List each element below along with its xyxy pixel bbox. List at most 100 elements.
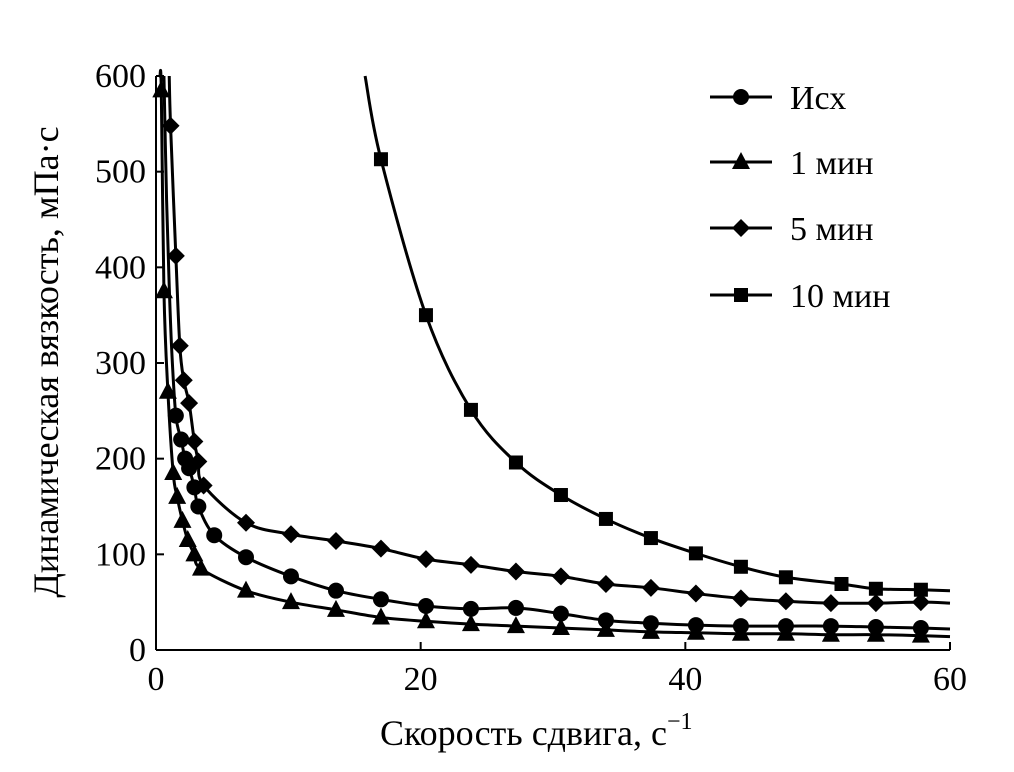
series-5-min-point	[641, 578, 660, 597]
series-1-min-point	[152, 80, 171, 98]
series-5-min-point	[416, 550, 435, 569]
series-ish-point	[167, 407, 184, 424]
legend: Исх 1 мин 5 мин 10 мин	[710, 80, 890, 315]
series-5-min-point	[170, 336, 189, 355]
series-1-min-point	[551, 617, 570, 635]
series-5-min-point	[189, 452, 208, 471]
series-1-min-point	[371, 607, 390, 625]
series-5-min-point	[731, 589, 750, 608]
series-5-min-point	[461, 555, 480, 574]
series-1-min-point	[164, 463, 183, 481]
series-5-min-point	[596, 574, 615, 593]
series-10-min-point	[868, 581, 883, 596]
legend-marker-triangle	[732, 152, 750, 169]
legend-label: 1 мин	[790, 145, 873, 182]
series-10-min-point	[598, 511, 613, 526]
series-1-min-point	[158, 381, 177, 399]
series-ish-point	[462, 600, 479, 617]
series-1-min-point	[236, 580, 255, 598]
series-1-min-point	[731, 623, 750, 641]
series-ish-point	[507, 599, 524, 616]
series-1-min-point	[911, 625, 930, 643]
series-10-min-line	[363, 75, 951, 593]
y-tick-label: 600	[95, 58, 146, 95]
legend-marker-square	[734, 288, 748, 302]
series-10-min-point	[643, 531, 658, 546]
x-axis-title-superscript: −1	[667, 709, 693, 735]
legend-marker-circle	[733, 89, 749, 105]
series-5-min-point	[236, 513, 255, 532]
series-markers	[152, 80, 930, 643]
series-1-min-point	[776, 623, 795, 641]
series-10-min-point	[373, 152, 388, 167]
legend-marker-diamond	[732, 219, 750, 237]
series-ish-point	[173, 431, 190, 448]
series-1-min-line	[158, 69, 951, 639]
series-1-min-point	[281, 592, 300, 610]
series-ish-point	[327, 582, 344, 599]
y-tick-label: 300	[95, 345, 146, 382]
series-10-min-point	[508, 455, 523, 470]
series-5-min-point	[194, 476, 213, 495]
y-tick-label: 100	[95, 536, 146, 573]
series-1-min-point	[416, 611, 435, 629]
series-5-min-point	[174, 371, 193, 390]
series-1-min-point	[178, 529, 197, 547]
series-ish-point	[552, 605, 569, 622]
series-1-min-point	[185, 544, 204, 562]
series-10-min-point	[913, 582, 928, 597]
series-5-min-point	[776, 592, 795, 611]
series-5-min-point	[166, 246, 185, 265]
x-tick-label: 60	[933, 661, 967, 698]
series-1-min-point	[154, 281, 173, 299]
series-5-min-point	[185, 432, 204, 451]
series-1-min-point	[821, 624, 840, 642]
y-tick-label: 200	[95, 441, 146, 478]
series-5-min-point	[161, 116, 180, 135]
series-1-min-point	[686, 622, 705, 640]
series-10-min-point	[688, 546, 703, 561]
x-axis-title-text: Скорость сдвига, с	[380, 713, 667, 753]
series-5-min-point	[326, 531, 345, 550]
series-1-min-point	[191, 558, 210, 576]
x-axis-title: Скорость сдвига, с−1	[380, 709, 693, 753]
series-1-min-point	[326, 599, 345, 617]
series-5-min-point	[281, 525, 300, 544]
y-tick-label: 0	[129, 632, 146, 669]
y-tick-label: 400	[95, 249, 146, 286]
series-ish-point	[372, 591, 389, 608]
series-5-min-point	[551, 567, 570, 586]
y-tick-label: 500	[95, 154, 146, 191]
series-ish-point	[206, 527, 223, 544]
series-5-min-point	[506, 562, 525, 581]
series-ish-point	[190, 498, 207, 515]
series-1-min-point	[168, 486, 187, 504]
series-5-min-point	[686, 584, 705, 603]
series-1-min-point	[866, 624, 885, 642]
y-axis-title: Динамическая вязкость, мПа·с	[26, 126, 66, 597]
legend-label: Исх	[790, 80, 846, 117]
axis-ticks: 0 100 200 300 400 500 600 0 20 40 60	[95, 58, 967, 698]
series-10-min-point	[418, 308, 433, 323]
series-1-min-point	[596, 619, 615, 637]
x-tick-label: 0	[148, 661, 165, 698]
series-5-min-point	[180, 394, 199, 413]
series-1-min-point	[506, 616, 525, 634]
x-tick-label: 40	[668, 661, 702, 698]
x-tick-label: 20	[404, 661, 438, 698]
series-10-min-point	[834, 576, 849, 591]
series-10-min-point	[553, 488, 568, 503]
series-1-min-point	[461, 614, 480, 632]
series-5-min-point	[821, 594, 840, 613]
legend-label: 10 мин	[790, 278, 890, 315]
series-10-min-point	[463, 402, 478, 417]
series-5-min-point	[911, 593, 930, 612]
series-1-min-point	[641, 621, 660, 639]
series-ish-point	[237, 549, 254, 566]
series-5-min-point	[866, 594, 885, 613]
series-10-min-point	[778, 570, 793, 585]
legend-label: 5 мин	[790, 211, 873, 248]
series-10-min-point	[733, 559, 748, 574]
series-ish-point	[417, 597, 434, 614]
